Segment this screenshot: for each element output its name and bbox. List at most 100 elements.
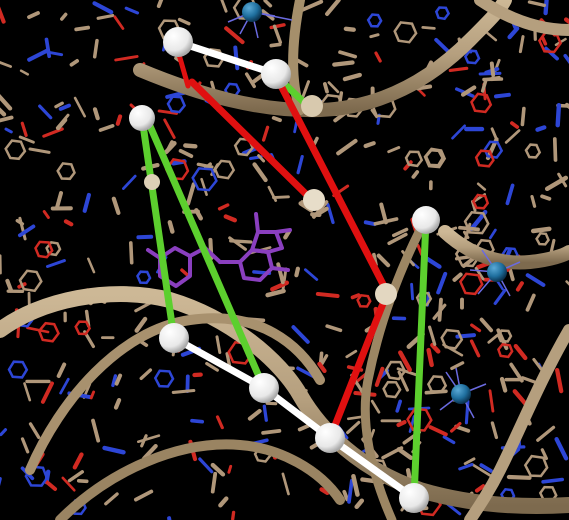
nucleotide-stick bbox=[102, 445, 126, 455]
atom-nodes bbox=[129, 27, 440, 513]
nucleotide-ring bbox=[136, 270, 152, 285]
nucleotide-stick bbox=[376, 253, 391, 268]
nucleotide-stick bbox=[318, 351, 324, 365]
nucleotide-stick bbox=[346, 415, 364, 421]
node bbox=[315, 423, 345, 453]
nucleotide-ring bbox=[384, 360, 407, 381]
nucleotide-ring bbox=[213, 159, 236, 180]
nucleotide-stick bbox=[217, 203, 230, 211]
nucleotide-stick bbox=[296, 58, 309, 68]
nucleotide-stick bbox=[536, 425, 556, 442]
nucleotide-stick bbox=[478, 71, 502, 76]
nucleotide-stick bbox=[124, 6, 140, 15]
nucleotide-stick bbox=[223, 214, 238, 223]
nucleotide-stick bbox=[215, 415, 224, 430]
nucleotide-stick bbox=[200, 177, 208, 196]
nucleotide-ring bbox=[406, 407, 433, 432]
nucleotide-stick bbox=[26, 326, 50, 334]
red-link-3 bbox=[326, 292, 390, 442]
nucleotide-stick bbox=[530, 195, 537, 208]
nucleotide-stick bbox=[342, 72, 362, 82]
nucleotide-stick bbox=[494, 92, 511, 99]
nucleotide-stick bbox=[5, 278, 14, 293]
nucleotide-ring bbox=[166, 95, 187, 114]
nucleotide-stick bbox=[554, 437, 569, 461]
nucleotide-stick bbox=[479, 317, 494, 333]
nucleotide-stick bbox=[122, 174, 137, 190]
nucleotide-stick bbox=[139, 368, 153, 381]
nucleotide-stick bbox=[463, 457, 476, 466]
nucleotide-ring bbox=[74, 320, 92, 336]
nucleotide-stick bbox=[45, 50, 64, 57]
ion-group bbox=[227, 2, 521, 419]
nucleotide-ring bbox=[458, 272, 484, 296]
nucleotide-stick bbox=[515, 281, 524, 292]
nucleotide-ring bbox=[483, 140, 504, 159]
nucleotide-stick bbox=[87, 257, 96, 274]
node bbox=[249, 373, 279, 403]
nucleotide-stick bbox=[58, 103, 71, 111]
nucleotide-stick bbox=[72, 452, 84, 470]
nucleotide-stick bbox=[342, 489, 350, 502]
nucleotide-stick bbox=[210, 462, 226, 477]
nucleotide-stick bbox=[133, 489, 154, 502]
nucleotide-stick bbox=[460, 85, 477, 97]
nucleotide-stick bbox=[450, 361, 465, 370]
nucleotide-stick bbox=[374, 366, 385, 387]
nucleotide-stick bbox=[96, 13, 115, 20]
white-link-4 bbox=[326, 434, 418, 502]
nucleotide-stick bbox=[104, 492, 119, 506]
nucleotide-stick bbox=[0, 107, 7, 117]
nucleotide-stick bbox=[198, 457, 214, 474]
nucleotide-stick bbox=[4, 127, 13, 134]
nucleotide-stick bbox=[442, 435, 456, 445]
nucleotide-ring bbox=[434, 6, 451, 21]
nucleotide-stick bbox=[504, 129, 521, 144]
nucleotide-stick bbox=[544, 46, 559, 61]
green-link-3 bbox=[410, 216, 430, 502]
nucleotide-stick bbox=[156, 0, 164, 9]
nucleotide-stick bbox=[488, 389, 495, 413]
node bbox=[261, 59, 291, 89]
nucleotide-stick bbox=[269, 42, 282, 48]
ligand-molecule bbox=[146, 212, 292, 288]
nucleotide-stick bbox=[396, 367, 418, 377]
nucleotide-stick bbox=[20, 437, 30, 454]
nucleotide-stick bbox=[345, 349, 358, 359]
nucleotide-ring bbox=[7, 360, 29, 379]
nucleotide-ring bbox=[463, 210, 490, 235]
nucleotide-stick bbox=[446, 502, 462, 516]
node bbox=[412, 206, 440, 234]
nucleotide-stick bbox=[351, 473, 360, 497]
ion-top bbox=[227, 2, 293, 39]
nucleotide-ring bbox=[37, 321, 60, 343]
nucleotide-stick bbox=[272, 24, 283, 44]
nucleotide-stick bbox=[436, 271, 448, 295]
nucleotide-stick bbox=[458, 463, 474, 471]
nucleotide-stick bbox=[61, 476, 76, 492]
nucleotide-stick bbox=[381, 446, 404, 460]
nucleotide-stick bbox=[27, 11, 40, 20]
nucleotide-stick bbox=[271, 116, 282, 123]
nucleotide-stick bbox=[565, 280, 569, 286]
nucleotide-stick bbox=[452, 272, 463, 282]
nucleotide-stick bbox=[430, 342, 441, 354]
nucleotide-stick bbox=[540, 36, 548, 46]
nucleotide-ring bbox=[34, 240, 54, 259]
nucleotide-stick bbox=[114, 373, 123, 386]
nucleotide-stick bbox=[489, 61, 496, 77]
nucleotide-stick bbox=[532, 357, 543, 371]
nucleotide-stick bbox=[114, 55, 139, 62]
nucleotide-stick bbox=[320, 354, 329, 366]
node bbox=[129, 105, 155, 131]
nucleotide-stick bbox=[227, 464, 233, 474]
nucleotide-stick bbox=[525, 293, 536, 312]
nucleotide-stick bbox=[215, 335, 222, 354]
nucleotide-stick bbox=[486, 31, 498, 42]
nucleotide-stick bbox=[325, 324, 343, 333]
nucleotide-stick bbox=[387, 146, 401, 154]
nucleotide-stick bbox=[23, 382, 32, 402]
nucleotide-stick bbox=[416, 84, 433, 91]
nucleotide-stick bbox=[387, 232, 408, 246]
nucleotide-stick bbox=[555, 367, 564, 394]
